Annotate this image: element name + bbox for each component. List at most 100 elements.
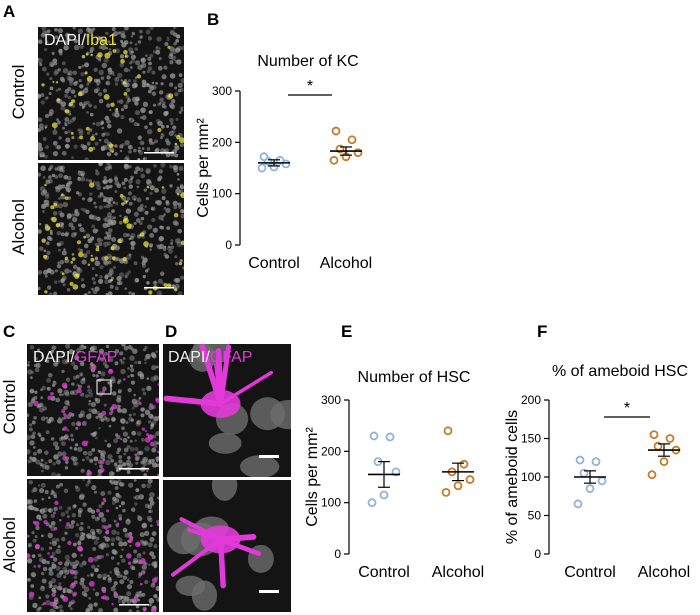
nucleus xyxy=(151,462,158,468)
marker-cell xyxy=(53,511,56,515)
nucleus xyxy=(62,126,66,130)
nucleus xyxy=(92,281,97,285)
marker-cell xyxy=(27,534,30,538)
nucleus xyxy=(148,413,154,419)
nucleus xyxy=(53,584,58,590)
nucleus xyxy=(45,594,50,599)
nucleus xyxy=(106,443,112,448)
nucleus xyxy=(67,506,72,511)
nucleus xyxy=(138,146,141,150)
nucleus xyxy=(52,211,58,216)
nucleus xyxy=(73,94,77,98)
nucleus xyxy=(65,377,71,382)
marker-cell xyxy=(87,385,91,389)
nucleus xyxy=(116,397,122,403)
nucleus xyxy=(120,368,126,375)
nucleus xyxy=(119,358,123,362)
data-point xyxy=(385,432,395,442)
nucleus xyxy=(143,530,150,536)
nucleus xyxy=(114,201,119,206)
nucleus xyxy=(84,157,89,160)
nucleus xyxy=(124,275,128,279)
nucleus xyxy=(124,163,129,168)
nucleus xyxy=(127,79,132,83)
nucleus xyxy=(141,522,148,529)
nucleus xyxy=(92,546,97,551)
nucleus xyxy=(127,375,131,378)
nucleus xyxy=(100,542,106,548)
nucleus xyxy=(58,582,62,586)
y-tick-label: 300 xyxy=(212,84,232,98)
nucleus xyxy=(114,109,119,114)
nucleus xyxy=(160,124,165,129)
nucleus xyxy=(89,607,93,611)
nucleus xyxy=(51,551,56,556)
nucleus xyxy=(133,79,137,84)
nucleus xyxy=(89,459,94,463)
nucleus xyxy=(163,252,167,257)
nucleus xyxy=(38,57,43,64)
nucleus xyxy=(112,41,116,45)
nucleus xyxy=(90,572,95,577)
nucleus xyxy=(172,200,178,207)
nucleus xyxy=(136,185,140,189)
nucleus xyxy=(106,241,112,246)
nucleus xyxy=(123,447,129,453)
nucleus xyxy=(178,110,182,114)
nucleus xyxy=(86,574,90,577)
nucleus xyxy=(96,528,103,535)
nucleus xyxy=(100,454,106,460)
nucleus xyxy=(155,45,159,49)
y-tick-label: 100 xyxy=(212,187,232,201)
nucleus xyxy=(88,28,94,34)
nucleus xyxy=(63,248,66,251)
nucleus xyxy=(120,501,125,506)
nucleus xyxy=(151,91,157,96)
nucleus xyxy=(81,283,86,289)
nucleus xyxy=(77,176,81,180)
nucleus xyxy=(149,191,153,196)
marker-cell xyxy=(173,212,179,218)
nucleus xyxy=(47,508,52,513)
nucleus xyxy=(52,589,57,594)
nucleus xyxy=(121,181,126,186)
nucleus xyxy=(154,280,157,284)
nucleus xyxy=(71,382,75,386)
nucleus xyxy=(105,132,110,137)
nucleus xyxy=(129,355,135,361)
nucleus xyxy=(51,578,57,584)
nucleus xyxy=(91,224,96,229)
nucleus xyxy=(121,548,124,551)
nucleus xyxy=(64,466,69,470)
nucleus xyxy=(72,27,76,30)
nucleus xyxy=(52,140,58,146)
nucleus xyxy=(44,194,50,199)
nucleus xyxy=(147,542,153,548)
nucleus xyxy=(71,136,75,140)
nucleus xyxy=(176,186,180,190)
marker-cell xyxy=(88,146,94,152)
nucleus xyxy=(59,51,63,56)
nucleus xyxy=(81,413,85,418)
nucleus xyxy=(101,501,105,505)
nucleus xyxy=(38,94,42,98)
marker-cell xyxy=(64,109,70,114)
nucleus xyxy=(38,229,42,234)
nucleus xyxy=(144,205,148,208)
nucleus xyxy=(49,269,55,275)
marker-cell xyxy=(96,245,100,249)
nucleus xyxy=(105,344,110,349)
marker-cell xyxy=(178,261,183,266)
nucleus xyxy=(137,516,143,522)
marker-cell xyxy=(102,595,107,600)
scale-bar xyxy=(144,287,174,289)
nucleus xyxy=(143,188,148,192)
data-point xyxy=(585,484,595,493)
data-point xyxy=(367,498,377,508)
nucleus xyxy=(49,108,54,113)
nucleus xyxy=(123,452,126,456)
marker-cell xyxy=(161,186,165,189)
nucleus xyxy=(83,593,88,597)
significance-marker: * xyxy=(307,78,313,95)
nucleus xyxy=(48,580,53,586)
